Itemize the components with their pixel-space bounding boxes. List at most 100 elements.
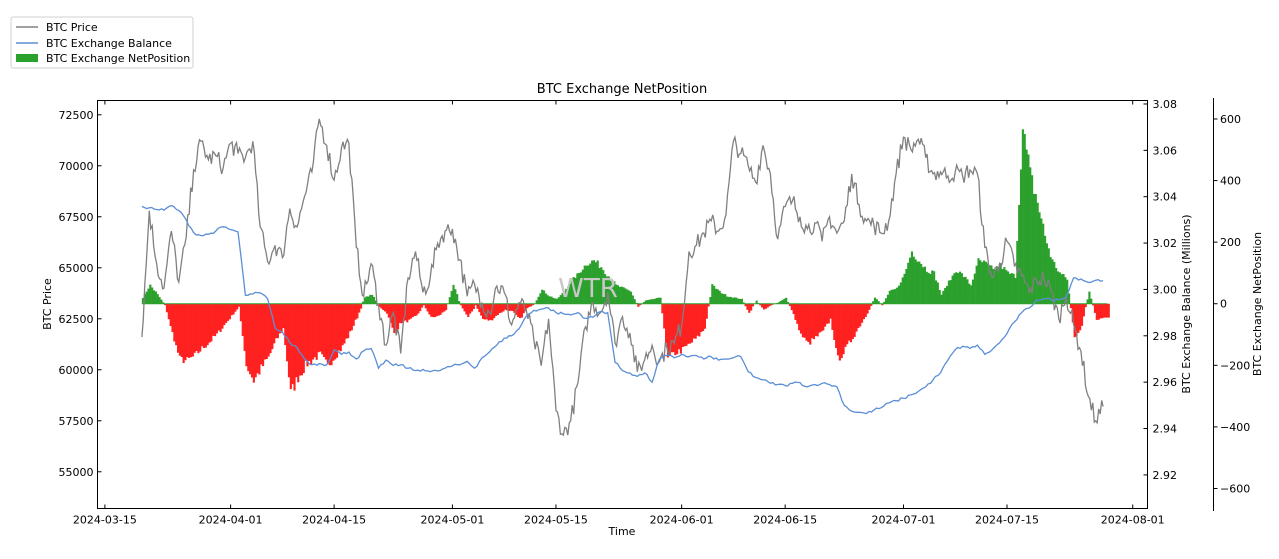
netposition-bar-positive: [726, 296, 729, 304]
netposition-bar-negative: [265, 303, 268, 359]
netposition-bar-negative: [831, 303, 834, 330]
netposition-bar-positive: [154, 291, 157, 304]
netposition-bar-negative: [849, 303, 853, 343]
netposition-bar-negative: [470, 303, 474, 312]
netposition-bar-positive: [787, 302, 790, 304]
netposition-bar-positive: [1025, 149, 1028, 304]
netposition-bar-negative: [193, 303, 196, 353]
netposition-bar-positive: [995, 266, 999, 304]
netposition-bar-negative: [707, 303, 710, 307]
netposition-bar-negative: [212, 303, 215, 336]
netposition-bar-positive: [631, 295, 634, 304]
netposition-bar-positive: [733, 297, 736, 304]
netposition-bar-negative: [835, 303, 838, 349]
netposition-bar-negative: [169, 303, 172, 327]
netposition-bar-negative: [748, 303, 751, 313]
netposition-tick-label: 0: [1220, 298, 1227, 311]
netposition-bar-positive: [714, 288, 718, 304]
netposition-bar-negative: [459, 303, 462, 306]
netposition-bar-negative: [798, 303, 801, 331]
netposition-bar-negative: [274, 303, 278, 339]
netposition-bar-negative: [701, 303, 705, 332]
netposition-bar-negative: [247, 303, 250, 372]
netposition-bar-positive: [456, 294, 459, 304]
netposition-bar-positive: [594, 262, 597, 304]
netposition-bar-negative: [350, 303, 353, 331]
netposition-bar-negative: [498, 303, 501, 313]
netposition-bar-positive: [581, 269, 584, 304]
netposition-bar-positive: [548, 296, 551, 304]
netposition-bar-negative: [504, 303, 507, 310]
netposition-bars: [141, 129, 1110, 391]
netposition-bar-negative: [851, 303, 854, 340]
x-tick-label: 2024-04-15: [302, 514, 366, 527]
netposition-bar-negative: [297, 303, 300, 383]
netposition-bar-positive: [783, 298, 786, 304]
netposition-bar-positive: [962, 277, 965, 304]
netposition-bar-positive: [925, 271, 928, 304]
netposition-bar-positive: [589, 263, 592, 304]
netposition-bar-negative: [528, 303, 531, 307]
netposition-bar-positive: [892, 289, 895, 304]
netposition-bar-negative: [433, 303, 437, 318]
netposition-bar-negative: [428, 303, 431, 315]
netposition-bar-positive: [145, 291, 148, 304]
netposition-bar-positive: [940, 294, 943, 304]
netposition-bar-negative: [520, 303, 523, 318]
netposition-bar-negative: [182, 303, 185, 364]
legend-swatch-netposition: [16, 54, 38, 62]
netposition-bar-negative: [526, 303, 529, 309]
x-tick-label: 2024-05-15: [524, 514, 588, 527]
netposition-bar-positive: [933, 271, 936, 304]
netposition-bar-positive: [894, 288, 897, 304]
netposition-bar-positive: [618, 286, 621, 304]
netposition-bar-positive: [1023, 134, 1026, 304]
netposition-bar-negative: [295, 303, 298, 378]
netposition-bar-positive: [596, 260, 599, 304]
netposition-bar-positive: [1058, 272, 1061, 304]
netposition-bar-negative: [167, 303, 170, 320]
netposition-bar-negative: [330, 303, 333, 366]
netposition-bar-positive: [648, 299, 651, 304]
netposition-bar-negative: [289, 303, 292, 390]
netposition-bar-positive: [367, 296, 370, 304]
netposition-bar-negative: [502, 303, 505, 312]
netposition-bar-positive: [374, 300, 377, 304]
netposition-bar-negative: [1073, 303, 1076, 338]
netposition-bar-positive: [953, 273, 956, 304]
netposition-bar-negative: [705, 303, 708, 319]
netposition-bar-positive: [977, 258, 980, 304]
netposition-bar-positive: [615, 284, 618, 304]
netposition-bar-positive: [910, 251, 914, 304]
netposition-bar-positive: [652, 299, 655, 304]
netposition-bar-positive: [1047, 248, 1050, 304]
netposition-bar-negative: [204, 303, 207, 348]
netposition-bar-negative: [666, 303, 670, 358]
netposition-bar-negative: [445, 303, 448, 311]
netposition-bar-positive: [964, 276, 967, 304]
netposition-bar-positive: [365, 296, 368, 304]
netposition-bar-negative: [811, 303, 814, 339]
netposition-bar-positive: [1031, 175, 1034, 304]
netposition-bar-positive: [951, 275, 954, 304]
netposition-bar-negative: [500, 303, 503, 313]
netposition-bar-negative: [805, 303, 808, 341]
netposition-bar-positive: [890, 289, 893, 304]
netposition-bar-negative: [480, 303, 483, 316]
netposition-bar-positive: [1049, 257, 1052, 304]
netposition-bar-positive: [162, 302, 165, 304]
netposition-bar-positive: [659, 297, 662, 304]
netposition-bar-positive: [550, 296, 553, 304]
netposition-bar-positive: [1053, 261, 1056, 304]
netposition-bar-negative: [411, 303, 414, 318]
netposition-bar-negative: [178, 303, 181, 356]
netposition-bar-positive: [938, 289, 941, 304]
netposition-bar-negative: [417, 303, 420, 314]
y-axis-price: 55000 57500 60000 62500 65000 67500 70000 72500: [59, 109, 102, 479]
netposition-bar-positive: [1001, 269, 1004, 304]
x-tick-label: 2024-06-01: [650, 514, 714, 527]
netposition-bar-negative: [864, 303, 867, 317]
netposition-bar-negative: [509, 303, 512, 311]
balance-tick-label: 3.06: [1153, 144, 1178, 157]
